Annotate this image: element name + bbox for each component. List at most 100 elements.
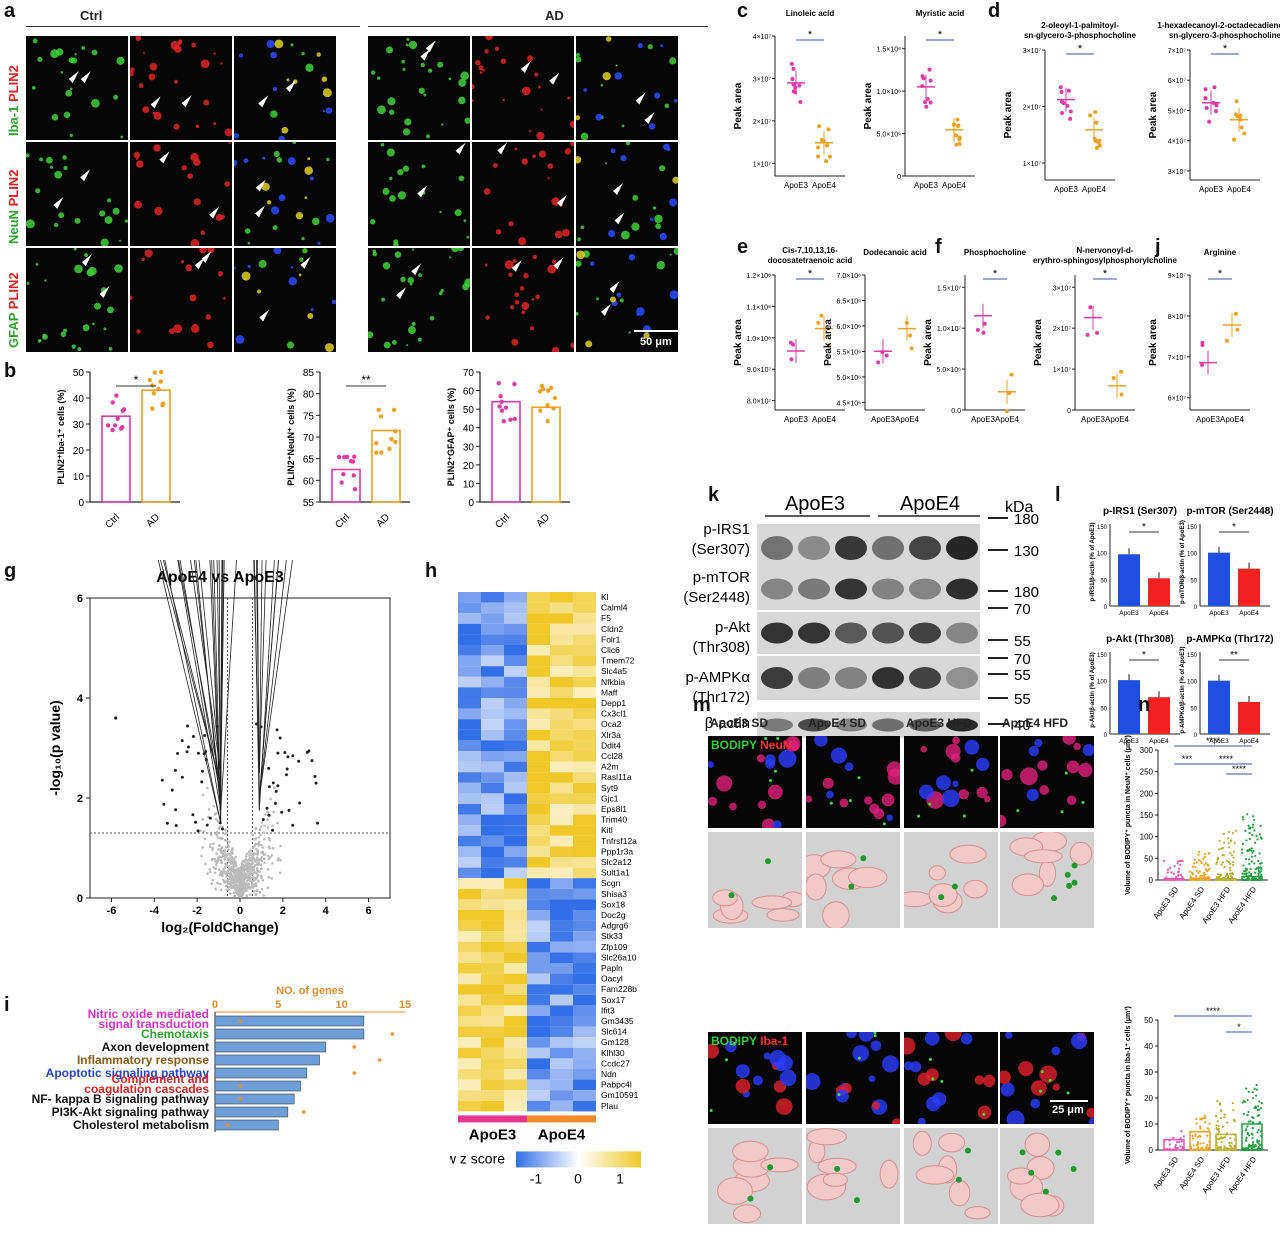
n-ylabel: Volume of BODIPY⁺ puncta in Iba-1⁺ cells… [1125, 1006, 1132, 1164]
n-sig: **** [1232, 764, 1247, 774]
b-bar [531, 406, 561, 503]
data-point [1224, 338, 1229, 343]
l-sig: ** [1230, 650, 1238, 661]
data-point [1235, 327, 1240, 332]
heatmap-gene-36: Oacyl [601, 974, 623, 984]
data-point [825, 143, 830, 148]
heatmap-gene-14: Ddit4 [601, 740, 621, 750]
xtick: ApoE4 [1082, 185, 1107, 194]
data-point [816, 145, 821, 150]
row-label-gfap: GFAP PLIN2 [6, 272, 21, 348]
i-top-axis-label: NO. of genes [276, 985, 344, 997]
i-term: Axon development [102, 1040, 209, 1054]
volcano-ytick: 4 [77, 693, 84, 705]
xtick: ApoE4 [1220, 415, 1245, 424]
peak-chart-8: Arginine 6×10⁷ 7×10⁷ 8×10⁷ 9×10⁷ Peak area Apo… [1148, 248, 1250, 424]
n-ytick: 40 [1144, 1042, 1153, 1051]
k-marker: 180 [1014, 584, 1039, 601]
l-bar [1238, 568, 1260, 606]
data-point [981, 330, 986, 335]
n-xtick: ApoE4 SD [1177, 885, 1206, 921]
i-gene-point [238, 1019, 243, 1023]
b-chart-1: 55 60 65 70 75 80 85 PLIN2⁺NeuN⁺ cells (%) Ctrl A… [286, 368, 410, 531]
micrograph-m-3-0 [708, 1128, 802, 1224]
b-xtick: AD [145, 512, 163, 530]
ytick: 1.0×10⁷ [937, 326, 962, 333]
heatmap-gene-38: Sox17 [601, 995, 625, 1005]
data-point [904, 320, 909, 325]
data-point [819, 313, 824, 318]
micrograph-m-3-2 [904, 1128, 998, 1224]
b-ytick: 50 [73, 368, 85, 379]
ytick: 5.0×10⁶ [837, 375, 862, 382]
n-ytick: 0 [1149, 1146, 1154, 1155]
i-term: Complement and [112, 1072, 209, 1086]
data-point [925, 97, 930, 102]
ytick: 2×10⁷ [753, 119, 772, 126]
b-ytick: 60 [303, 476, 315, 487]
chart-title: Dodecanoic acid [863, 248, 927, 257]
xtick: ApoE4 [812, 415, 837, 424]
data-point [789, 357, 794, 362]
k-row-label-2: (Ser2448) [683, 589, 750, 606]
data-point [1004, 409, 1009, 414]
data-point [982, 321, 987, 326]
data-point [1204, 105, 1209, 110]
xtick: ApoE3 [914, 181, 939, 190]
heatmap-gene-11: Cx3cl1 [601, 709, 627, 719]
n-ytick: 50 [1144, 1016, 1153, 1025]
heatmap-gene-30: Doc2g [601, 910, 626, 920]
panel-m-label: m [693, 694, 711, 716]
l-ylabel: p-mTOR/β-actin (% of ApoE3) [1180, 520, 1186, 604]
data-point [1009, 372, 1014, 377]
b-ytick: 70 [463, 368, 475, 379]
k-marker: 40 [1014, 717, 1031, 734]
i-gene-point [352, 1071, 357, 1075]
heatmap-gene-24: Ppp1r3a [601, 846, 633, 856]
data-point [951, 122, 956, 127]
panel-e-label: e [737, 236, 749, 258]
data-point [1203, 87, 1208, 92]
n-xtick: ApoE3 SD [1151, 1155, 1180, 1191]
l-xtick: ApoE3 [1119, 738, 1139, 745]
xtick: ApoE3 [1199, 185, 1224, 194]
data-point [884, 353, 889, 358]
micrograph-m-0-2 [904, 736, 998, 828]
n-sig: **** [1206, 736, 1221, 746]
heatmap-gene-2: F5 [601, 613, 611, 623]
data-point [923, 100, 928, 105]
xtick: ApoE3 [784, 181, 809, 190]
i-gene-point [352, 1045, 357, 1049]
panel-a-label: a [4, 0, 16, 22]
ytick: 7×10⁷ [1168, 355, 1187, 362]
k-marker: 55 [1014, 667, 1031, 684]
heatmap-gene-47: Gm10591 [601, 1090, 639, 1100]
b-ytick: 85 [303, 368, 315, 379]
data-point [827, 154, 832, 159]
heatmap-gene-22: Kitl [601, 825, 613, 835]
b-chart-2: 0 10 20 30 40 50 60 70 PLIN2⁺GFAP⁺ cells (%) Ctrl… [446, 368, 570, 531]
data-point [791, 82, 796, 87]
b-ytick: 80 [303, 390, 315, 401]
b-ytick: 0 [468, 498, 474, 509]
micrograph-m-1-2 [904, 832, 998, 928]
micrograph-a-1-4 [472, 142, 574, 246]
data-point [908, 333, 913, 338]
data-point [791, 66, 796, 71]
heatmap-gene-37: Fam228b [601, 984, 637, 994]
n-xtick: ApoE3 SD [1151, 885, 1180, 921]
peak-ylabel: Peak area [1003, 91, 1014, 138]
ytick: 6×10⁷ [1168, 78, 1187, 85]
data-point [819, 138, 824, 143]
sig-marker: * [1223, 43, 1228, 55]
i-gene-point [238, 1097, 243, 1101]
ytick: 5×10⁷ [1168, 108, 1187, 115]
data-point [1214, 103, 1219, 108]
k-row-label: p-Akt [715, 619, 751, 636]
data-point [1088, 113, 1093, 118]
data-point [1068, 116, 1073, 121]
data-point [1203, 96, 1208, 101]
n-chart-0: 0 50 100 150 200 250 300 Volume of BODIPY⁺ punc… [1125, 735, 1268, 925]
ad-bracket [368, 26, 708, 27]
